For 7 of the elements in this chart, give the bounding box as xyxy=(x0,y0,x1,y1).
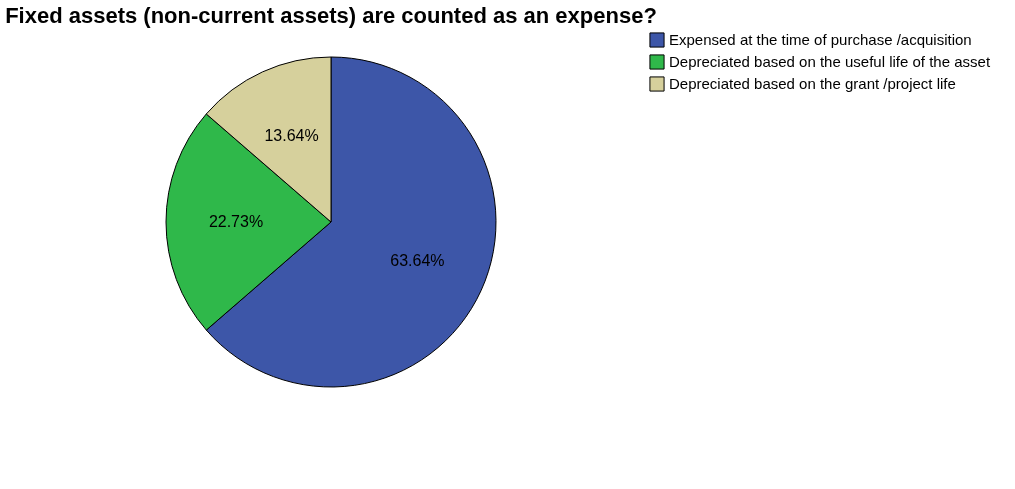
data-label: 63.64% xyxy=(390,252,445,270)
legend-label: Expensed at the time of purchase /acquisition xyxy=(669,31,972,48)
data-label: 22.73% xyxy=(208,213,264,231)
legend-label: Depreciated based on the useful life of the asset xyxy=(669,53,991,70)
chart-title: Fixed assets (non-current assets) are counted as an expense? xyxy=(5,3,657,28)
data-label: 13.64% xyxy=(264,126,319,144)
legend-label: Depreciated based on the grant /project life xyxy=(669,75,956,92)
